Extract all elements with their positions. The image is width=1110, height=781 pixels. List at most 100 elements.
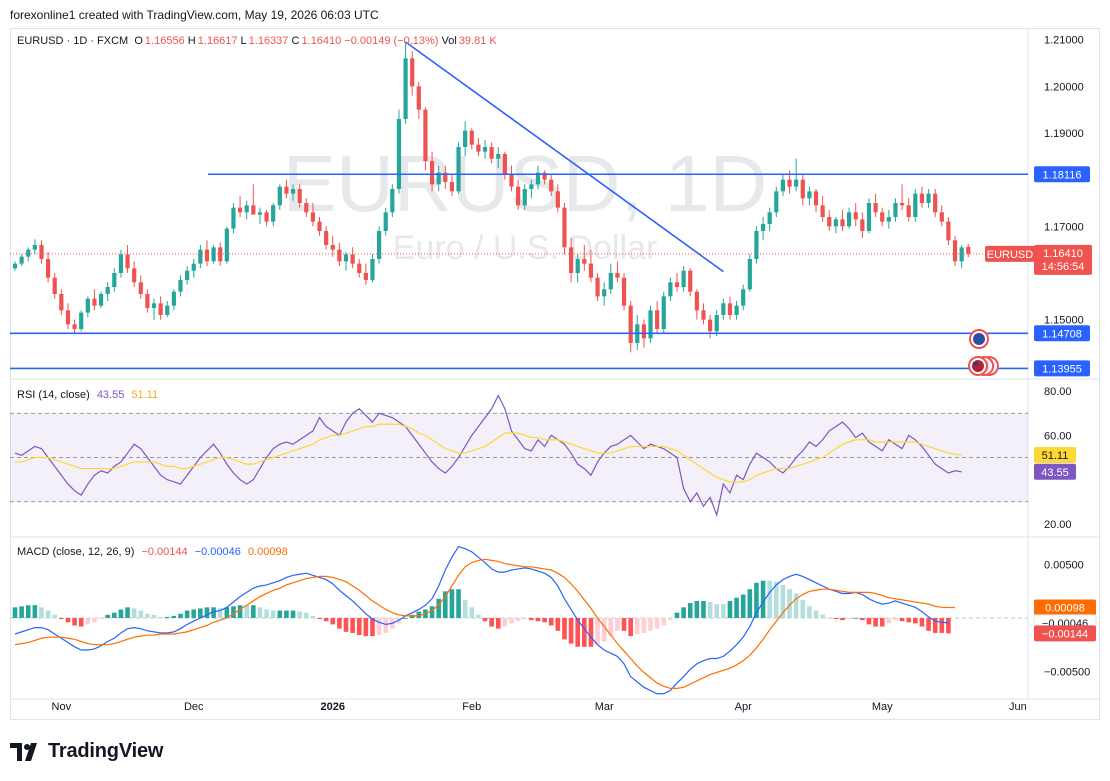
macd-histogram-bar <box>747 589 753 618</box>
macd-label[interactable]: MACD (close, 12, 26, 9) <box>17 546 135 558</box>
macd-histogram-bar <box>204 607 210 618</box>
macd-histogram-bar <box>820 614 825 618</box>
macd-histogram-bar <box>621 618 627 631</box>
macd-histogram-bar <box>701 600 706 618</box>
macd-histogram-bar <box>899 618 905 622</box>
candle-body <box>112 273 117 287</box>
candle-body <box>919 193 925 203</box>
price-tick-label: 1.17000 <box>1044 221 1084 233</box>
candle-body <box>582 259 587 264</box>
candle-body <box>39 245 44 259</box>
candle-body <box>780 179 786 192</box>
macd-histogram-bar <box>509 618 514 624</box>
eu-flag-icon <box>973 333 985 345</box>
macd-histogram-bar <box>694 600 700 618</box>
trendline <box>405 41 724 273</box>
macd-histogram-bar <box>628 618 633 637</box>
macd-histogram-bar <box>118 609 124 618</box>
macd-histogram-bar <box>297 611 302 618</box>
legend-high-value: 1.16617 <box>197 35 238 47</box>
candle-body <box>357 263 362 273</box>
tradingview-logo[interactable]: TradingView <box>10 740 163 763</box>
rsi-value-label-bg <box>1034 463 1076 480</box>
macd-hist-value: −0.00144 <box>141 546 188 558</box>
candle-body <box>251 205 256 215</box>
macd-histogram-bar <box>939 618 945 633</box>
macd-legend: MACD (close, 12, 26, 9) −0.00144 −0.0004… <box>17 546 288 558</box>
macd-histogram-bar <box>840 618 845 621</box>
macd-histogram-bar <box>846 618 852 620</box>
legend-symbol[interactable]: EURUSD · 1D · FXCM <box>17 35 129 47</box>
macd-histogram-bar <box>244 605 249 618</box>
candle-body <box>204 249 210 262</box>
us-flag-canton <box>973 362 978 366</box>
macd-histogram-bar <box>363 618 369 637</box>
time-tick-label: 2026 <box>321 701 345 713</box>
candle-body <box>595 277 600 297</box>
macd-line <box>14 545 949 695</box>
candle-body <box>456 147 461 192</box>
candle-body <box>760 224 766 231</box>
candle-body <box>628 305 633 343</box>
candle-body <box>727 303 733 315</box>
macd-line-value: −0.00046 <box>194 546 241 558</box>
candle-body <box>747 259 752 290</box>
macd-pane <box>10 545 1028 695</box>
rsi-ma-line <box>15 423 962 483</box>
candle-body <box>463 130 468 147</box>
level-label-bg <box>1034 325 1090 342</box>
macd-histogram-bar <box>337 618 342 629</box>
rsi-tick-label: 20.00 <box>1044 519 1072 531</box>
macd-histogram-bar <box>813 610 819 618</box>
rsi-label[interactable]: RSI (14, close) <box>17 389 90 401</box>
candle-body <box>840 219 845 227</box>
candle-body <box>568 247 574 273</box>
chart-canvas[interactable]: EURUSD, 1D Euro / U.S. Dollar 1.18116 1.1… <box>10 28 1100 720</box>
macd-histogram-bar <box>754 582 759 618</box>
time-tick-label: May <box>872 701 893 713</box>
candle-body <box>423 109 428 161</box>
macd-value-label-bg <box>1034 625 1096 642</box>
candle-body <box>317 221 322 231</box>
candle-body <box>158 303 163 315</box>
candle-body <box>237 207 243 213</box>
candle-body <box>926 193 931 203</box>
candle-body <box>26 249 31 257</box>
macd-histogram-bar <box>350 618 355 633</box>
macd-histogram-bar <box>78 618 84 627</box>
candle-body <box>708 319 713 332</box>
candle-body <box>681 270 686 287</box>
candle-body <box>847 212 852 227</box>
grid <box>10 28 1100 698</box>
candle-body <box>436 172 441 185</box>
candle-body <box>542 172 547 180</box>
candle-body <box>535 172 541 185</box>
price-tick-label: 1.19000 <box>1044 128 1084 140</box>
economic-event-icon <box>969 329 989 349</box>
macd-tick-label: 0.00500 <box>1044 560 1084 572</box>
macd-histogram-bar <box>383 618 389 633</box>
macd-histogram-bar <box>767 580 772 618</box>
macd-histogram-bar <box>721 604 726 618</box>
macd-histogram-bar <box>495 618 501 629</box>
candle-body <box>52 277 57 294</box>
macd-histogram-bar <box>648 618 653 631</box>
candle-body <box>171 291 176 306</box>
rsi-value-label: 43.55 <box>1041 467 1069 479</box>
macd-histogram-bar <box>926 618 931 631</box>
candle-body <box>151 303 157 308</box>
legend-low-value: 1.16337 <box>248 35 289 47</box>
macd-histogram-bar <box>32 605 38 618</box>
candle-body <box>913 193 918 217</box>
macd-histogram-bar <box>562 618 567 640</box>
candle-body <box>655 310 660 329</box>
candle-body <box>85 298 90 313</box>
macd-histogram-bar <box>946 618 951 634</box>
macd-histogram-bar <box>217 608 223 618</box>
macd-histogram-bar <box>105 614 110 618</box>
macd-histogram-bar <box>595 618 600 645</box>
candle-body <box>390 189 395 213</box>
candle-body <box>701 310 706 320</box>
macd-histogram-bar <box>290 610 296 618</box>
candle-body <box>873 203 878 213</box>
